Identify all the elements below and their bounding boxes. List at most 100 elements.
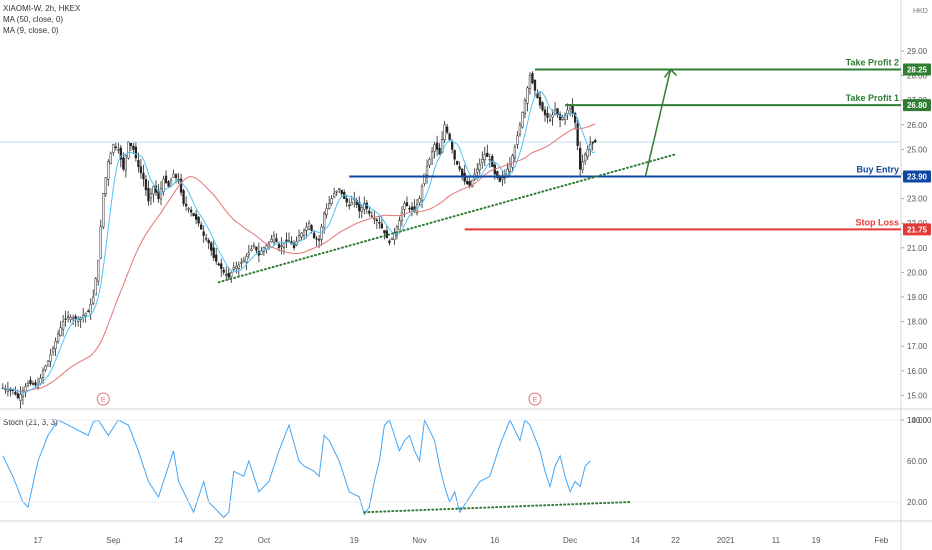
time-tick-label: 14 (631, 536, 640, 545)
candle-body (39, 377, 42, 384)
candle-body (566, 109, 569, 114)
stoch-tick-label: 60.00 (907, 457, 928, 466)
candle (292, 240, 296, 251)
candle-body (378, 222, 381, 224)
candle-body (202, 231, 205, 236)
candle-body (26, 382, 30, 386)
candle-body (478, 163, 481, 171)
candle (282, 242, 286, 255)
candle-body (44, 365, 47, 371)
candle (220, 258, 223, 278)
price-tick-label: 15.00 (907, 391, 928, 400)
candle (36, 377, 40, 390)
candle (21, 386, 25, 405)
candle-body (330, 198, 333, 204)
candle (307, 220, 311, 231)
candle (433, 141, 436, 159)
candle-body (528, 75, 532, 90)
candle (134, 142, 138, 162)
candle-body (501, 177, 504, 180)
candle (513, 144, 517, 162)
candle-body (252, 245, 256, 247)
candle (538, 91, 542, 109)
candle (192, 212, 195, 217)
time-tick-label: 14 (174, 536, 183, 545)
candle (99, 219, 102, 260)
candle-body (551, 114, 554, 118)
candle (144, 175, 148, 197)
candle-body (541, 102, 544, 111)
candle (69, 314, 72, 323)
candle (330, 194, 333, 206)
candle (200, 221, 203, 230)
candle-body (300, 232, 303, 238)
candle-body (390, 237, 394, 241)
candle-body (591, 141, 594, 144)
candle-body (581, 161, 584, 170)
candle (179, 173, 183, 196)
candle (129, 142, 133, 151)
candle (548, 113, 552, 123)
candle-body (217, 263, 220, 266)
candle-body (443, 124, 446, 140)
candle (591, 141, 594, 151)
time-tick-label: 22 (671, 536, 680, 545)
candle-body (333, 193, 336, 198)
candle (177, 172, 180, 185)
candle-body (51, 348, 55, 353)
time-tick-label: 16 (490, 536, 499, 545)
candle (300, 231, 303, 240)
candle (405, 196, 409, 207)
candle (102, 193, 105, 230)
candle (71, 314, 75, 325)
candle-body (129, 142, 133, 146)
candle-body (124, 155, 127, 171)
stoch-title[interactable]: Stoch (21, 3, 3) (3, 418, 58, 427)
candle (486, 144, 489, 158)
time-tick-label: Feb (874, 536, 888, 545)
candle-body (373, 218, 376, 220)
candle-body (380, 223, 384, 229)
earnings-event-icon[interactable]: E (528, 392, 542, 406)
candle (581, 154, 584, 174)
candle (56, 330, 60, 344)
ma9-label[interactable]: MA (9, close, 0) (3, 26, 59, 35)
candle-body (325, 208, 328, 216)
candle (375, 217, 379, 229)
candle (77, 316, 80, 327)
candle-body (189, 209, 193, 213)
candle-body (584, 154, 587, 162)
candle (287, 232, 291, 242)
candle-body (14, 391, 17, 395)
candle-body (69, 317, 72, 320)
price-tick-label: 29.00 (907, 47, 928, 56)
symbol-label[interactable]: XIAOMI-W, 2h, HKEX (3, 4, 81, 13)
level-value-label: 28.25 (907, 65, 928, 74)
candle-body (89, 304, 92, 315)
stoch-k-line (2, 418, 591, 519)
candle-body (292, 243, 296, 249)
candle-body (305, 226, 308, 231)
level-value-badge (903, 99, 931, 112)
candle (187, 207, 190, 213)
candle-body (174, 174, 178, 178)
candle (533, 79, 537, 98)
candle (370, 211, 373, 218)
level-value-badge (903, 170, 931, 183)
candle-body (561, 117, 564, 120)
candle (428, 157, 431, 168)
candle (594, 138, 597, 144)
ma50-label[interactable]: MA (50, close, 0) (3, 15, 64, 24)
candle-body (242, 259, 245, 263)
candle-body (516, 135, 519, 145)
candle (546, 106, 549, 124)
candle (458, 161, 461, 172)
candle (24, 383, 27, 398)
candle (182, 188, 185, 207)
earnings-event-icon[interactable]: E (96, 392, 110, 406)
candle-body (418, 198, 421, 204)
candle (270, 234, 273, 243)
candle (551, 109, 554, 126)
